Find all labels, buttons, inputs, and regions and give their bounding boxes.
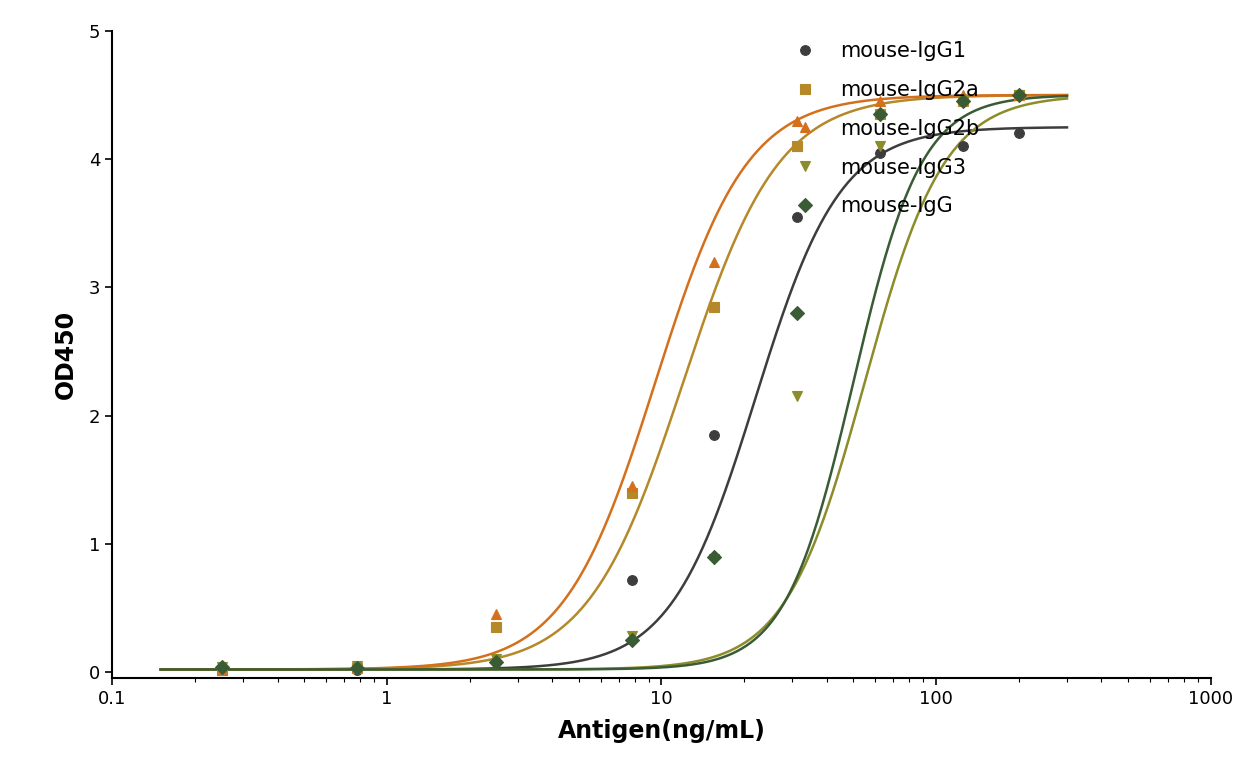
Line: mouse-IgG: mouse-IgG	[217, 90, 1023, 673]
mouse-IgG2b	[872, 96, 887, 106]
mouse-IgG3	[955, 96, 970, 106]
mouse-IgG1	[1011, 129, 1026, 138]
mouse-IgG	[706, 552, 721, 561]
mouse-IgG	[215, 662, 230, 672]
mouse-IgG2a	[1011, 90, 1026, 99]
mouse-IgG2a	[790, 142, 805, 151]
mouse-IgG1	[706, 430, 721, 439]
Line: mouse-IgG3: mouse-IgG3	[217, 90, 1023, 672]
mouse-IgG	[790, 308, 805, 318]
mouse-IgG	[1011, 90, 1026, 99]
mouse-IgG1	[624, 575, 639, 584]
mouse-IgG3	[1011, 90, 1026, 99]
mouse-IgG1	[872, 148, 887, 157]
mouse-IgG2a	[872, 109, 887, 119]
Line: mouse-IgG2a: mouse-IgG2a	[217, 90, 1023, 675]
mouse-IgG2a	[706, 302, 721, 311]
mouse-IgG3	[706, 554, 721, 564]
mouse-IgG1	[790, 212, 805, 221]
mouse-IgG3	[349, 661, 364, 670]
mouse-IgG3	[790, 392, 805, 401]
mouse-IgG2b	[624, 481, 639, 490]
Line: mouse-IgG2b: mouse-IgG2b	[217, 90, 1023, 675]
mouse-IgG2a	[489, 622, 504, 631]
mouse-IgG	[955, 96, 970, 106]
X-axis label: Antigen(ng/mL): Antigen(ng/mL)	[558, 719, 765, 743]
Line: mouse-IgG1: mouse-IgG1	[217, 129, 1023, 675]
mouse-IgG2a	[349, 664, 364, 673]
mouse-IgG1	[349, 665, 364, 674]
Legend: mouse-IgG1, mouse-IgG2a, mouse-IgG2b, mouse-IgG3, mouse-IgG: mouse-IgG1, mouse-IgG2a, mouse-IgG2b, mo…	[781, 42, 980, 216]
mouse-IgG3	[624, 631, 639, 641]
mouse-IgG2b	[955, 90, 970, 99]
mouse-IgG1	[215, 665, 230, 674]
mouse-IgG3	[489, 655, 504, 664]
mouse-IgG3	[215, 662, 230, 672]
mouse-IgG2b	[706, 257, 721, 266]
mouse-IgG2b	[489, 610, 504, 619]
mouse-IgG	[624, 635, 639, 645]
mouse-IgG2a	[215, 665, 230, 674]
mouse-IgG	[489, 657, 504, 666]
mouse-IgG1	[489, 657, 504, 666]
mouse-IgG	[872, 109, 887, 119]
mouse-IgG3	[872, 142, 887, 151]
mouse-IgG2a	[624, 488, 639, 497]
mouse-IgG2b	[790, 116, 805, 125]
mouse-IgG2a	[955, 96, 970, 106]
mouse-IgG2b	[1011, 90, 1026, 99]
mouse-IgG	[349, 664, 364, 673]
Y-axis label: OD450: OD450	[54, 310, 77, 399]
mouse-IgG2b	[349, 662, 364, 672]
mouse-IgG1	[955, 142, 970, 151]
mouse-IgG2b	[215, 665, 230, 674]
